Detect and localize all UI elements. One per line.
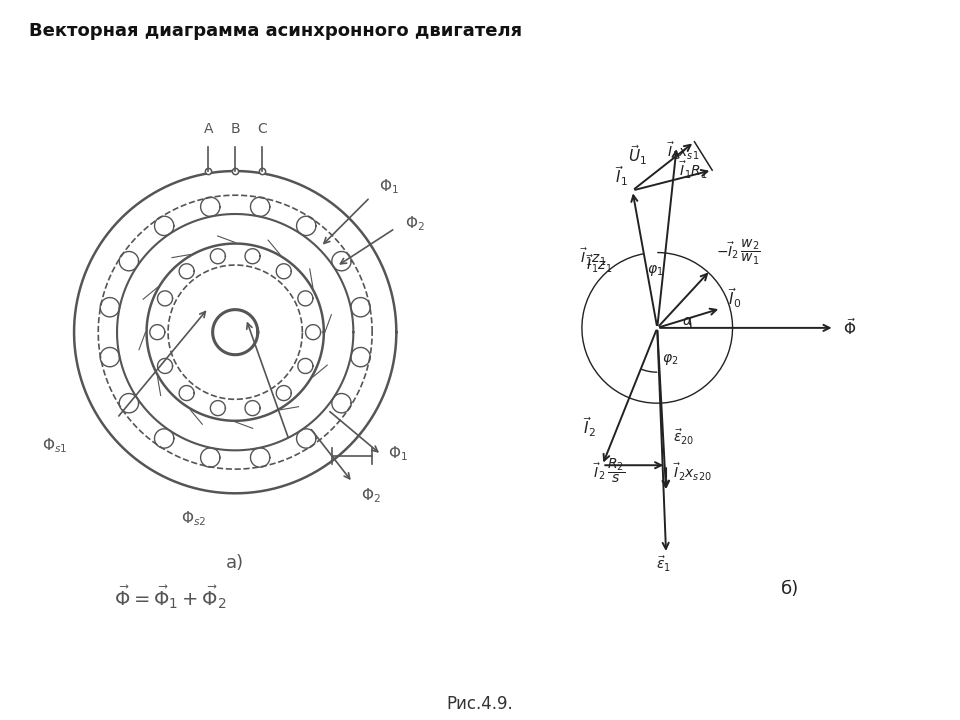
Text: Рис.4.9.: Рис.4.9.: [446, 696, 514, 714]
Text: $\vec{I}_2$: $\vec{I}_2$: [583, 415, 596, 439]
Text: $\varphi_1$: $\varphi_1$: [647, 263, 663, 278]
Text: $\Phi_{s1}$: $\Phi_{s1}$: [42, 436, 67, 455]
Text: $\varphi_2$: $\varphi_2$: [661, 351, 678, 366]
Text: $\vec{I}_1 x_{s1}$: $\vec{I}_1 x_{s1}$: [667, 140, 699, 162]
Text: $\Phi_1$: $\Phi_1$: [379, 177, 399, 196]
Text: б): б): [781, 580, 800, 598]
Text: Векторная диаграмма асинхронного двигателя: Векторная диаграмма асинхронного двигате…: [29, 22, 522, 40]
Text: $\vec{I}_1 z_1$: $\vec{I}_1 z_1$: [587, 253, 612, 274]
Text: $\Phi_2$: $\Phi_2$: [405, 215, 425, 233]
Text: $\vec{I}_1$: $\vec{I}_1$: [615, 164, 629, 188]
Text: $\vec{I}_1 z_1$: $\vec{I}_1 z_1$: [580, 248, 607, 269]
Text: $\Phi_{s2}$: $\Phi_{s2}$: [181, 509, 207, 528]
Text: $-\vec{I}_2\,\dfrac{w_2}{w_1}$: $-\vec{I}_2\,\dfrac{w_2}{w_1}$: [716, 238, 760, 266]
Text: C: C: [257, 122, 267, 136]
Text: $\vec{I}_1 R_1$: $\vec{I}_1 R_1$: [680, 160, 708, 181]
Text: $\Phi_1$: $\Phi_1$: [388, 444, 408, 463]
Text: B: B: [230, 122, 240, 136]
Text: A: A: [204, 122, 213, 136]
Text: $\vec{\Phi}$: $\vec{\Phi}$: [843, 318, 856, 338]
Text: $\vec{\Phi} = \vec{\Phi}_1 + \vec{\Phi}_2$: $\vec{\Phi} = \vec{\Phi}_1 + \vec{\Phi}_…: [114, 584, 228, 611]
Text: $\vec{\varepsilon}_1$: $\vec{\varepsilon}_1$: [656, 555, 671, 574]
Text: $\vec{I}_2 x_{s20}$: $\vec{I}_2 x_{s20}$: [673, 462, 712, 483]
Text: $\alpha$: $\alpha$: [682, 314, 693, 328]
Text: $\vec{I}_0$: $\vec{I}_0$: [728, 286, 742, 310]
Text: $\vec{U}_1$: $\vec{U}_1$: [628, 143, 647, 167]
Text: $\vec{\varepsilon}_{20}$: $\vec{\varepsilon}_{20}$: [673, 428, 694, 447]
Text: $\Phi_2$: $\Phi_2$: [361, 487, 381, 505]
Text: а): а): [227, 554, 244, 572]
Text: $\vec{I}_2\,\dfrac{R_2}{s}$: $\vec{I}_2\,\dfrac{R_2}{s}$: [593, 456, 626, 485]
